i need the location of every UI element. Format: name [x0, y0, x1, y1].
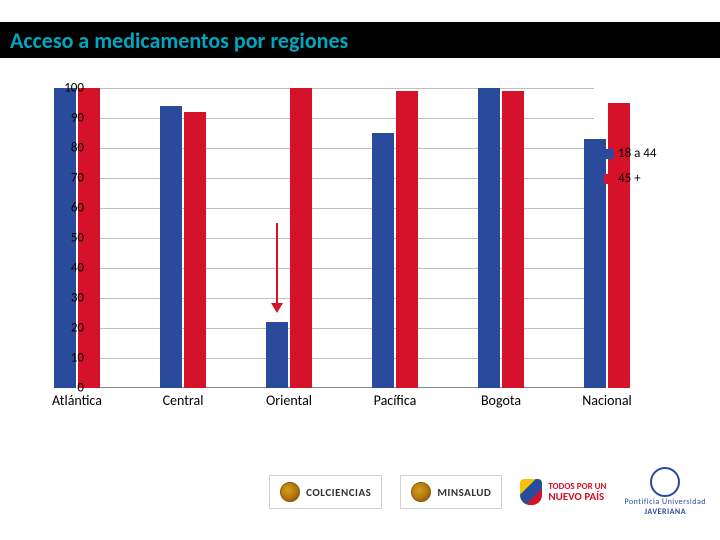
legend-swatch [604, 149, 614, 159]
y-tick-label: 40 [44, 261, 84, 276]
y-tick-label: 100 [44, 81, 84, 96]
legend-label: 18 a 44 [618, 146, 656, 161]
x-tick-label: Atlántica [52, 392, 102, 409]
shield-icon [520, 479, 542, 505]
seal-icon [280, 482, 300, 502]
y-tick-label: 10 [44, 351, 84, 366]
seal-icon [650, 467, 680, 497]
logo-nuevopais: TODOS POR UN NUEVO PAÍS [520, 479, 606, 505]
page-title: Acceso a medicamentos por regiones [10, 27, 348, 54]
logo-javeriana: Pontificia Universidad JAVERIANA [624, 467, 706, 517]
y-tick-label: 30 [44, 291, 84, 306]
bar-chart: 18 a 4445 + 0102030405060708090100Atlánt… [44, 88, 684, 418]
bar [584, 139, 606, 388]
slide: Acceso a medicamentos por regiones 18 a … [0, 0, 720, 540]
bar [372, 133, 394, 388]
footer-logos: COLCIENCIAS MINSALUD TODOS POR UN NUEVO … [0, 452, 720, 532]
legend-label: 45 + [618, 171, 641, 186]
legend-item: 18 a 44 [604, 146, 656, 161]
logo-colciencias-text: COLCIENCIAS [306, 486, 371, 499]
y-tick-label: 20 [44, 321, 84, 336]
javeriana-line2: JAVERIANA [644, 507, 686, 517]
x-tick-label: Oriental [266, 392, 312, 409]
legend: 18 a 44 45 + [604, 146, 656, 196]
x-tick-label: Bogota [481, 392, 521, 409]
seal-icon [411, 482, 431, 502]
bar [502, 91, 524, 388]
bar [396, 91, 418, 388]
nuevopais-line2: NUEVO PAÍS [548, 491, 604, 502]
bar [290, 88, 312, 388]
y-tick-label: 80 [44, 141, 84, 156]
x-tick-label: Central [163, 392, 204, 409]
title-bar: Acceso a medicamentos por regiones [0, 22, 720, 58]
y-tick-label: 50 [44, 231, 84, 246]
legend-item: 45 + [604, 171, 656, 186]
bar [266, 322, 288, 388]
bar [160, 106, 182, 388]
javeriana-line1: Pontificia Universidad [624, 497, 706, 507]
logo-nuevopais-text: TODOS POR UN NUEVO PAÍS [548, 482, 606, 502]
bars-layer [90, 88, 594, 388]
legend-swatch [604, 174, 614, 184]
bar [478, 88, 500, 388]
logo-minsalud-text: MINSALUD [437, 486, 491, 499]
x-tick-label: Nacional [582, 392, 632, 409]
y-tick-label: 60 [44, 201, 84, 216]
bar [184, 112, 206, 388]
x-tick-label: Pacífica [374, 392, 417, 409]
y-tick-label: 90 [44, 111, 84, 126]
logo-minsalud: MINSALUD [400, 475, 502, 509]
logo-colciencias: COLCIENCIAS [269, 475, 382, 509]
y-tick-label: 70 [44, 171, 84, 186]
